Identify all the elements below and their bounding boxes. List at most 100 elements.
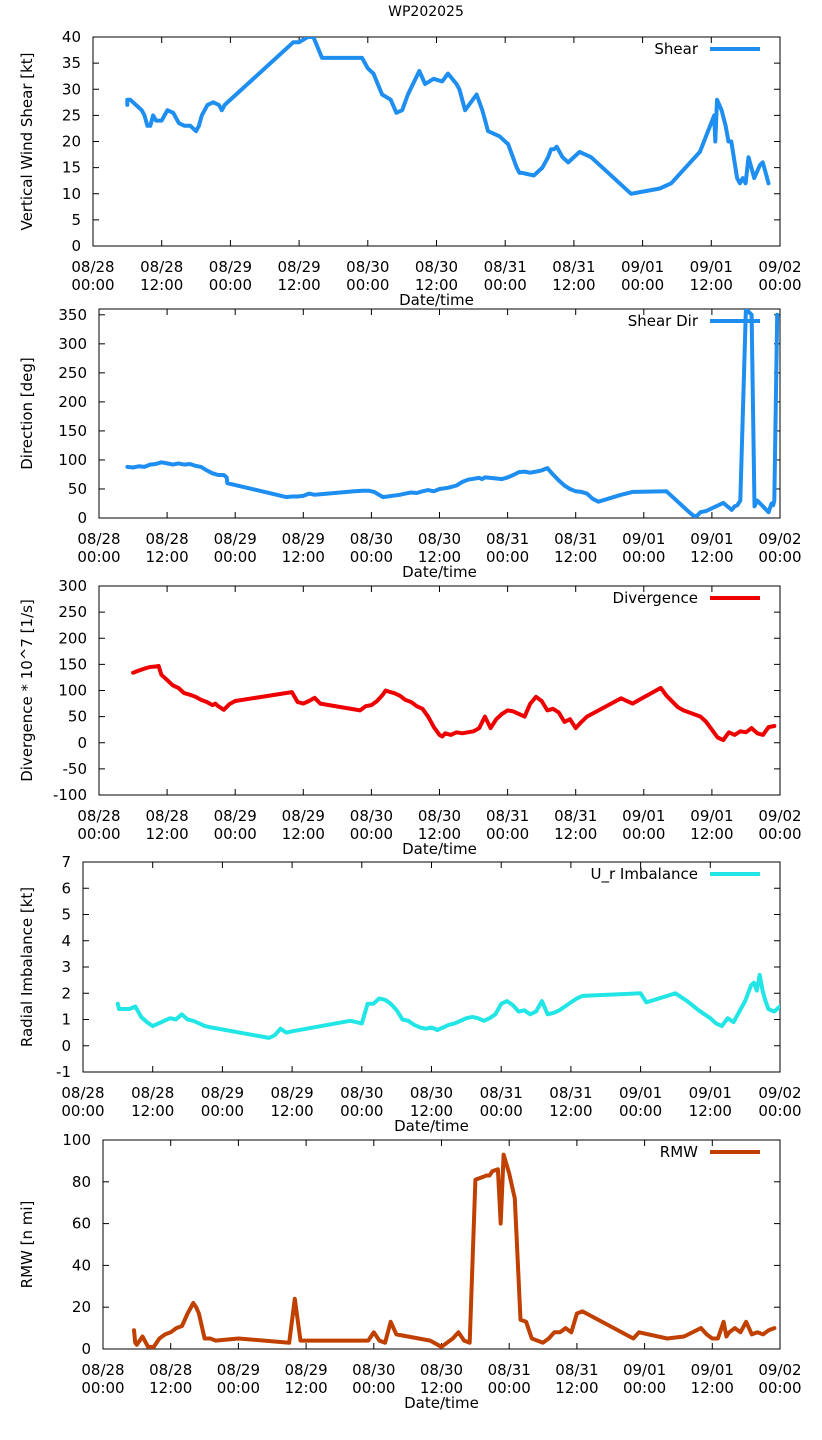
x-tick-label-date: 08/28 xyxy=(149,1361,192,1379)
x-tick-label-date: 08/29 xyxy=(277,258,320,276)
x-tick-label-date: 08/28 xyxy=(77,530,120,548)
x-tick-label-time: 12:00 xyxy=(149,1379,192,1397)
y-tick-label: 4 xyxy=(61,932,71,950)
x-tick-label-time: 00:00 xyxy=(209,276,252,294)
x-tick-label-time: 12:00 xyxy=(554,825,597,843)
x-tick-label-date: 08/31 xyxy=(486,530,529,548)
x-tick-label-date: 08/30 xyxy=(418,530,461,548)
x-tick-label-date: 08/31 xyxy=(484,258,527,276)
chart-panel-5: 02040608010008/2800:0008/2812:0008/2900:… xyxy=(18,1131,802,1412)
x-tick-label-date: 08/31 xyxy=(552,258,595,276)
y-tick-label: 100 xyxy=(62,1131,91,1149)
y-tick-label: 300 xyxy=(58,335,87,353)
x-tick-label-time: 00:00 xyxy=(340,1102,383,1120)
x-tick-label-time: 00:00 xyxy=(217,1379,260,1397)
y-tick-label: 50 xyxy=(68,480,87,498)
y-tick-label: 60 xyxy=(72,1215,91,1233)
x-tick-label-time: 00:00 xyxy=(81,1379,124,1397)
x-tick-label-time: 00:00 xyxy=(758,1379,801,1397)
x-tick-label-date: 08/28 xyxy=(140,258,183,276)
y-tick-label: 0 xyxy=(61,1037,71,1055)
x-tick-label-time: 12:00 xyxy=(284,1379,327,1397)
x-tick-label-time: 00:00 xyxy=(486,825,529,843)
x-tick-label-date: 09/02 xyxy=(758,530,801,548)
y-axis-label: Vertical Wind Shear [kt] xyxy=(18,52,36,230)
x-tick-label-time: 12:00 xyxy=(691,1379,734,1397)
x-tick-label-date: 09/02 xyxy=(758,1084,801,1102)
y-tick-label: 80 xyxy=(72,1173,91,1191)
x-tick-label-time: 12:00 xyxy=(131,1102,174,1120)
plot-frame xyxy=(98,585,781,796)
x-tick-label-time: 12:00 xyxy=(410,1102,453,1120)
y-tick-label: 5 xyxy=(61,906,71,924)
x-tick-label-date: 09/01 xyxy=(621,258,664,276)
x-tick-label-time: 00:00 xyxy=(486,548,529,566)
y-tick-label: 250 xyxy=(58,364,87,382)
x-tick-label-date: 08/29 xyxy=(217,1361,260,1379)
x-tick-label-time: 12:00 xyxy=(552,276,595,294)
y-tick-label: 25 xyxy=(62,106,81,124)
y-tick-label: -1 xyxy=(56,1063,71,1081)
x-tick-label-date: 08/29 xyxy=(209,258,252,276)
y-axis-label: Divergence * 10^7 [1/s] xyxy=(18,599,36,782)
x-tick-label-date: 09/01 xyxy=(622,530,665,548)
x-axis-label: Date/time xyxy=(394,1117,469,1135)
x-tick-label-date: 08/31 xyxy=(549,1084,592,1102)
x-tick-label-time: 12:00 xyxy=(554,548,597,566)
x-tick-label-time: 12:00 xyxy=(549,1102,592,1120)
legend-label: Shear xyxy=(654,40,698,58)
x-tick-label-time: 12:00 xyxy=(415,276,458,294)
x-tick-label-time: 12:00 xyxy=(145,548,188,566)
x-tick-label-date: 08/30 xyxy=(410,1084,453,1102)
y-tick-label: 5 xyxy=(71,211,81,229)
y-tick-label: 0 xyxy=(77,734,87,752)
x-tick-label-time: 00:00 xyxy=(622,548,665,566)
y-axis-label: RMW [n mi] xyxy=(18,1201,36,1289)
x-tick-label-date: 09/02 xyxy=(758,1361,801,1379)
x-axis-label: Date/time xyxy=(402,840,477,858)
x-tick-label-date: 08/30 xyxy=(418,807,461,825)
x-tick-label-date: 08/31 xyxy=(554,807,597,825)
y-tick-label: 50 xyxy=(68,708,87,726)
x-tick-label-time: 00:00 xyxy=(214,825,257,843)
y-tick-label: 250 xyxy=(58,603,87,621)
x-tick-label-date: 08/28 xyxy=(81,1361,124,1379)
series-line-u-r-imbalance xyxy=(115,972,780,1040)
x-tick-label-date: 08/28 xyxy=(61,1084,104,1102)
y-tick-label: 1 xyxy=(61,1011,71,1029)
x-tick-label-date: 08/30 xyxy=(350,530,393,548)
legend-label: Divergence xyxy=(613,589,698,607)
legend-label: RMW xyxy=(660,1143,698,1161)
x-tick-label-date: 08/28 xyxy=(131,1084,174,1102)
x-tick-label-time: 00:00 xyxy=(352,1379,395,1397)
x-tick-label-time: 12:00 xyxy=(420,1379,463,1397)
x-tick-label-time: 00:00 xyxy=(484,276,527,294)
x-tick-label-time: 12:00 xyxy=(418,825,461,843)
x-tick-label-date: 08/30 xyxy=(340,1084,383,1102)
x-tick-label-time: 12:00 xyxy=(140,276,183,294)
chart-panel-2: 05010015020025030035008/2800:0008/2812:0… xyxy=(18,306,802,581)
x-tick-label-date: 08/28 xyxy=(77,807,120,825)
x-tick-label-date: 09/01 xyxy=(691,1361,734,1379)
series-line-shear-dir xyxy=(125,309,780,518)
chart-panel-3: -100-5005010015020025030008/2800:0008/28… xyxy=(18,577,802,858)
series-line-divergence xyxy=(131,663,777,743)
x-tick-label-date: 08/30 xyxy=(352,1361,395,1379)
x-tick-label-time: 12:00 xyxy=(690,276,733,294)
x-axis-label: Date/time xyxy=(402,563,477,581)
x-tick-label-date: 08/31 xyxy=(555,1361,598,1379)
y-axis-label: Direction [deg] xyxy=(18,357,36,470)
x-tick-label-date: 08/30 xyxy=(346,258,389,276)
x-tick-label-time: 00:00 xyxy=(488,1379,531,1397)
x-tick-label-time: 00:00 xyxy=(61,1102,104,1120)
y-tick-label: 6 xyxy=(61,879,71,897)
y-tick-label: 20 xyxy=(72,1298,91,1316)
y-tick-label: -50 xyxy=(63,760,88,778)
x-tick-label-time: 00:00 xyxy=(758,276,801,294)
y-tick-label: 200 xyxy=(58,629,87,647)
x-tick-label-time: 00:00 xyxy=(214,548,257,566)
x-tick-label-time: 00:00 xyxy=(758,825,801,843)
y-tick-label: 350 xyxy=(58,306,87,324)
x-tick-label-date: 08/29 xyxy=(284,1361,327,1379)
